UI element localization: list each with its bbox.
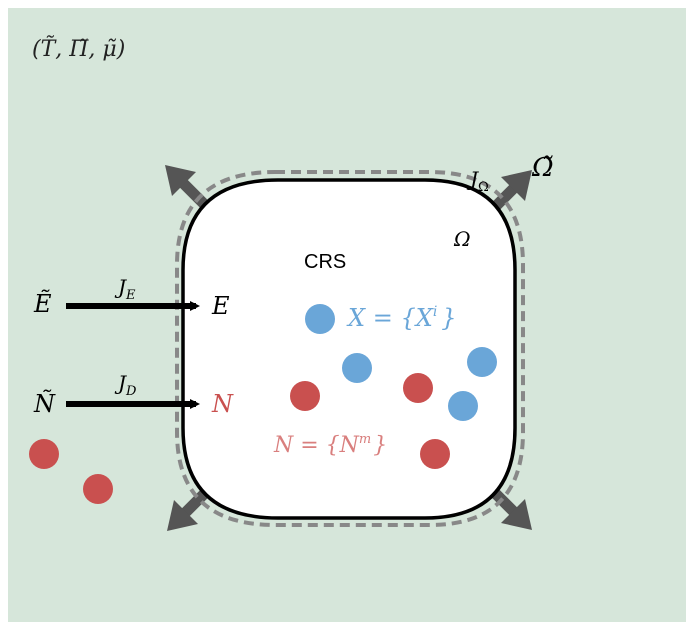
volume-outer-label: Ω̃ bbox=[531, 153, 554, 183]
volume-inner-label: Ω bbox=[453, 227, 471, 251]
n-species-label: N = {Nm} bbox=[273, 432, 387, 458]
red-particle bbox=[403, 373, 433, 403]
n-species-close: } bbox=[373, 433, 387, 458]
x-species-close: } bbox=[441, 304, 456, 332]
x-species-superscript: i bbox=[433, 304, 437, 320]
system-membrane bbox=[181, 178, 517, 520]
blue-particle bbox=[467, 347, 497, 377]
n-species-superscript: m bbox=[359, 432, 371, 447]
n-species-text: N = {N bbox=[273, 433, 360, 458]
energy-flux-symbol: J bbox=[114, 275, 127, 299]
red-particle bbox=[290, 381, 320, 411]
matter-flux-subscript: D bbox=[125, 384, 137, 399]
expanded-boundary bbox=[175, 170, 525, 527]
matter-reservoir-label: Ñ bbox=[33, 388, 56, 418]
matter-system-label: N bbox=[211, 390, 234, 418]
x-species-label: X = {Xi} bbox=[346, 304, 457, 332]
x-species-text: X = {X bbox=[346, 304, 434, 332]
system-label: CRS bbox=[304, 251, 346, 273]
blue-particle bbox=[448, 391, 478, 421]
energy-flux-subscript: E bbox=[125, 288, 136, 303]
reservoir-red-particle bbox=[83, 474, 113, 504]
energy-reservoir-label: Ẽ bbox=[33, 289, 52, 318]
blue-particle bbox=[305, 304, 335, 334]
volume-flux-subscript: Ω bbox=[478, 180, 489, 195]
volume-flux-symbol: J bbox=[466, 167, 479, 191]
red-particle bbox=[420, 439, 450, 469]
matter-flux-label: JD bbox=[114, 371, 137, 399]
energy-flux-label: JE bbox=[114, 275, 136, 303]
energy-system-label: E bbox=[211, 292, 230, 320]
volume-flux-label: JΩ bbox=[466, 167, 489, 195]
reservoir-red-particle bbox=[29, 439, 59, 469]
matter-flux-symbol: J bbox=[114, 371, 127, 395]
blue-particle bbox=[342, 353, 372, 383]
reservoir-label: (T̃, Π̃, μ̃) bbox=[32, 36, 125, 62]
